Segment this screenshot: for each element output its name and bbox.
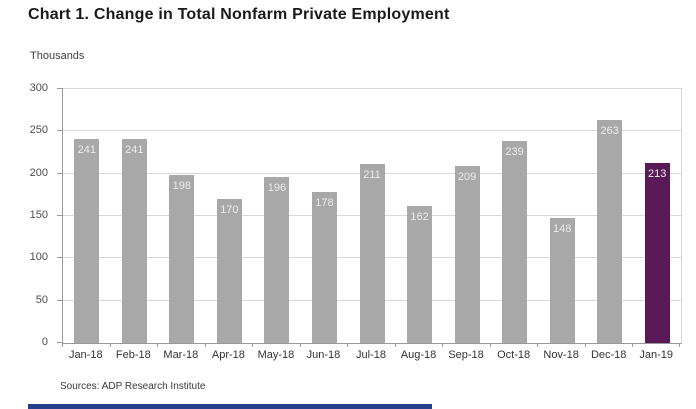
source-note: Sources: ADP Research Institute <box>60 381 206 392</box>
y-tick-mark <box>57 172 63 174</box>
bar-value-label: 148 <box>552 222 572 235</box>
chart-title: Chart 1. Change in Total Nonfarm Private… <box>28 6 450 23</box>
x-tick-mark <box>347 343 349 347</box>
y-tick-mark <box>57 88 63 89</box>
x-tick-mark <box>632 343 634 347</box>
x-tick-label: Aug-18 <box>400 349 437 361</box>
y-tick-mark <box>57 130 63 132</box>
x-tick-label: Jul-18 <box>356 349 386 361</box>
bar-value-label: 198 <box>172 180 192 193</box>
bar-feb-18: 241 <box>121 138 147 343</box>
x-tick-label: Mar-18 <box>163 349 199 361</box>
bar-value-label: 263 <box>600 125 619 138</box>
y-tick-mark <box>57 342 63 343</box>
x-tick-mark <box>157 343 159 347</box>
bar-value-label: 170 <box>220 204 239 217</box>
y-tick-mark <box>57 215 63 216</box>
x-tick-label: Dec-18 <box>590 349 627 361</box>
bar-jul-18: 211 <box>359 164 385 343</box>
x-tick-mark <box>62 343 63 347</box>
x-tick-mark <box>252 343 254 347</box>
x-tick-mark <box>299 343 301 347</box>
bar-value-label: 211 <box>363 169 381 182</box>
x-tick-label: Apr-18 <box>211 349 245 361</box>
bar-value-label: 162 <box>410 210 429 223</box>
x-axis: Jan-18 Feb-18 Mar-18 Apr-18 May-18 Jun-18 Jul-… <box>62 349 680 365</box>
bar-value-label: 239 <box>505 145 524 158</box>
x-tick-label: Jan-19 <box>639 349 674 361</box>
y-tick-label: 200 <box>29 166 48 179</box>
y-tick-label: 150 <box>29 209 48 221</box>
y-tick-label: 250 <box>29 124 48 137</box>
x-tick-mark <box>442 343 444 347</box>
x-tick-mark <box>204 343 206 347</box>
y-tick-label: 50 <box>35 293 48 306</box>
bar-apr-18: 170 <box>216 199 242 343</box>
bar-jan-18: 241 <box>74 138 100 343</box>
bar-oct-18: 239 <box>502 140 528 343</box>
bottom-accent-bar <box>28 404 432 409</box>
x-tick-mark <box>679 343 680 347</box>
plot-area: 241 241 198 170 196 178 211 162 209 239 148 263 213 <box>57 88 682 344</box>
x-axis-ticks <box>62 343 680 348</box>
bar-value-label: 213 <box>648 167 667 180</box>
bar-aug-18: 162 <box>407 205 433 343</box>
x-tick-mark <box>537 343 539 347</box>
y-tick-mark <box>57 257 63 259</box>
y-axis-units-label: Thousands <box>30 50 85 62</box>
y-tick-mark <box>57 299 63 301</box>
bar-dec-18: 263 <box>597 120 623 343</box>
bar-jan-19: 213 <box>644 162 670 343</box>
bar-value-label: 241 <box>77 143 96 156</box>
bar-sep-18: 209 <box>454 166 480 343</box>
bar-value-label: 209 <box>457 171 477 184</box>
bar-may-18: 196 <box>264 177 290 343</box>
x-tick-label: May-18 <box>257 349 295 361</box>
y-tick-label: 100 <box>29 251 48 264</box>
y-axis: 0 50 100 150 200 250 300 <box>0 82 56 348</box>
x-tick-label: Jun-18 <box>306 349 341 361</box>
x-tick-label: Jan-18 <box>68 349 103 361</box>
bar-jun-18: 178 <box>311 192 337 343</box>
x-tick-mark <box>584 343 586 347</box>
bar-value-label: 178 <box>315 197 334 210</box>
bar-value-label: 196 <box>267 182 287 195</box>
x-tick-label: Sep-18 <box>448 349 484 361</box>
x-tick-label: Oct-18 <box>497 349 531 361</box>
bar-nov-18: 148 <box>549 217 575 343</box>
x-tick-mark <box>394 343 396 347</box>
x-tick-label: Feb-18 <box>115 349 151 361</box>
y-tick-label: 0 <box>41 336 48 348</box>
gridline-250 <box>63 130 681 132</box>
y-tick-label: 300 <box>29 82 48 94</box>
x-tick-mark <box>109 343 111 347</box>
x-tick-mark <box>489 343 491 347</box>
bar-value-label: 241 <box>125 143 144 156</box>
x-tick-label: Nov-18 <box>543 349 579 361</box>
bar-mar-18: 198 <box>169 175 195 343</box>
